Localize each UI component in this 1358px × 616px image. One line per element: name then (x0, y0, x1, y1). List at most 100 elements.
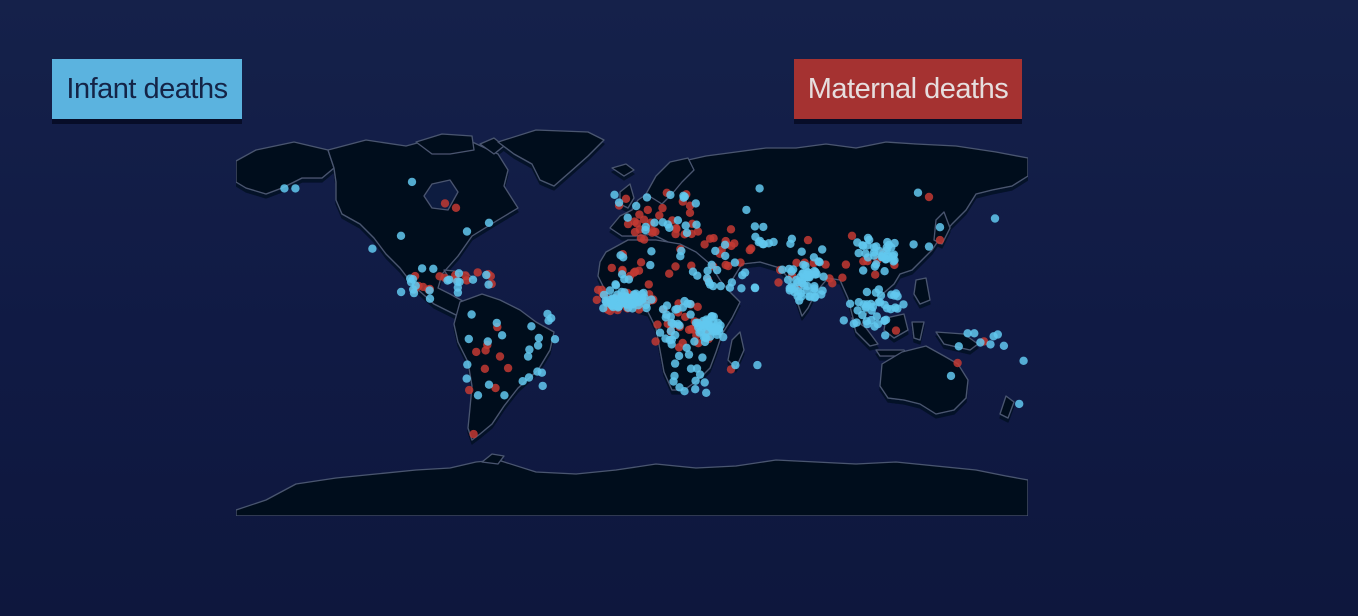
infant-death-point[interactable] (642, 303, 651, 313)
infant-death-point[interactable] (753, 360, 762, 370)
infant-death-point[interactable] (862, 287, 872, 297)
infant-death-point[interactable] (533, 341, 543, 350)
infant-death-point[interactable] (425, 294, 435, 303)
infant-death-point[interactable] (883, 237, 892, 247)
infant-death-point[interactable] (614, 198, 624, 207)
maternal-death-point[interactable] (935, 235, 945, 245)
infant-death-point[interactable] (811, 270, 820, 279)
infant-death-point[interactable] (453, 283, 462, 292)
infant-death-point[interactable] (946, 371, 956, 381)
maternal-death-point[interactable] (891, 326, 901, 335)
maternal-death-point[interactable] (847, 231, 857, 240)
infant-death-point[interactable] (963, 329, 972, 338)
maternal-death-point[interactable] (643, 205, 652, 215)
maternal-death-point[interactable] (700, 240, 709, 249)
infant-death-point[interactable] (882, 304, 892, 313)
infant-death-point[interactable] (845, 299, 855, 308)
maternal-death-point[interactable] (480, 364, 490, 373)
infant-death-point[interactable] (691, 199, 700, 208)
infant-death-point[interactable] (691, 385, 700, 394)
infant-death-point[interactable] (854, 298, 863, 307)
infant-death-point[interactable] (716, 281, 725, 291)
infant-death-point[interactable] (874, 298, 883, 307)
infant-death-point[interactable] (819, 272, 828, 281)
infant-death-point[interactable] (619, 253, 628, 262)
infant-death-point[interactable] (750, 283, 760, 292)
infant-deaths-legend-button[interactable]: Infant deaths (52, 59, 242, 119)
maternal-death-point[interactable] (648, 228, 657, 237)
infant-death-point[interactable] (679, 191, 688, 200)
infant-death-point[interactable] (818, 245, 827, 254)
infant-death-point[interactable] (534, 333, 544, 343)
infant-death-point[interactable] (655, 328, 665, 337)
infant-death-point[interactable] (674, 351, 684, 361)
maternal-death-point[interactable] (953, 358, 962, 368)
infant-death-point[interactable] (484, 380, 494, 389)
infant-death-point[interactable] (614, 302, 624, 311)
infant-death-point[interactable] (712, 265, 722, 275)
infant-death-point[interactable] (492, 318, 501, 328)
infant-death-point[interactable] (880, 316, 889, 325)
infant-death-point[interactable] (630, 291, 639, 300)
infant-death-point[interactable] (624, 275, 634, 284)
maternal-death-point[interactable] (503, 363, 513, 373)
infant-death-point[interactable] (666, 190, 675, 200)
infant-death-point[interactable] (462, 227, 472, 236)
infant-death-point[interactable] (893, 304, 902, 313)
infant-death-point[interactable] (725, 283, 735, 292)
maternal-death-point[interactable] (792, 258, 801, 267)
infant-death-point[interactable] (970, 329, 979, 338)
infant-death-point[interactable] (683, 299, 692, 308)
infant-death-point[interactable] (682, 228, 692, 238)
infant-death-point[interactable] (976, 338, 985, 347)
infant-death-point[interactable] (810, 284, 819, 293)
maternal-death-point[interactable] (658, 203, 667, 213)
infant-death-point[interactable] (854, 248, 863, 258)
infant-death-point[interactable] (484, 218, 494, 227)
infant-death-point[interactable] (396, 231, 406, 240)
maternal-death-point[interactable] (841, 260, 851, 269)
infant-death-point[interactable] (407, 177, 417, 187)
maternal-death-point[interactable] (774, 278, 783, 287)
infant-death-point[interactable] (787, 282, 796, 291)
infant-death-point[interactable] (443, 276, 452, 285)
infant-death-point[interactable] (691, 376, 700, 385)
infant-death-point[interactable] (859, 266, 868, 275)
infant-death-point[interactable] (750, 222, 760, 231)
infant-death-point[interactable] (778, 265, 787, 274)
infant-death-point[interactable] (1015, 399, 1024, 409)
infant-death-point[interactable] (720, 240, 730, 249)
infant-death-point[interactable] (429, 264, 438, 273)
infant-death-point[interactable] (620, 296, 629, 305)
infant-death-point[interactable] (623, 213, 632, 222)
maternal-death-point[interactable] (607, 263, 616, 273)
infant-death-point[interactable] (909, 240, 918, 249)
infant-death-point[interactable] (409, 285, 418, 294)
infant-death-point[interactable] (742, 205, 751, 215)
maternal-death-point[interactable] (693, 227, 703, 236)
infant-death-point[interactable] (368, 244, 377, 253)
infant-death-point[interactable] (721, 251, 730, 261)
infant-death-point[interactable] (702, 388, 711, 397)
infant-death-point[interactable] (673, 216, 683, 225)
infant-death-point[interactable] (695, 328, 704, 337)
infant-death-point[interactable] (661, 313, 670, 322)
infant-death-point[interactable] (870, 262, 880, 271)
infant-death-point[interactable] (454, 269, 464, 278)
infant-death-point[interactable] (686, 310, 695, 319)
maternal-death-point[interactable] (623, 219, 633, 229)
infant-death-point[interactable] (740, 268, 750, 277)
infant-death-point[interactable] (666, 326, 676, 336)
infant-death-point[interactable] (669, 319, 678, 329)
infant-death-point[interactable] (703, 266, 712, 275)
infant-death-point[interactable] (467, 310, 476, 319)
world-map[interactable] (236, 128, 1028, 516)
infant-death-point[interactable] (810, 293, 819, 302)
infant-death-point[interactable] (497, 331, 507, 340)
infant-death-point[interactable] (543, 309, 552, 319)
infant-death-point[interactable] (468, 275, 478, 284)
infant-death-point[interactable] (484, 280, 493, 289)
infant-death-point[interactable] (794, 287, 803, 296)
infant-death-point[interactable] (862, 302, 871, 311)
maternal-death-point[interactable] (747, 244, 756, 253)
